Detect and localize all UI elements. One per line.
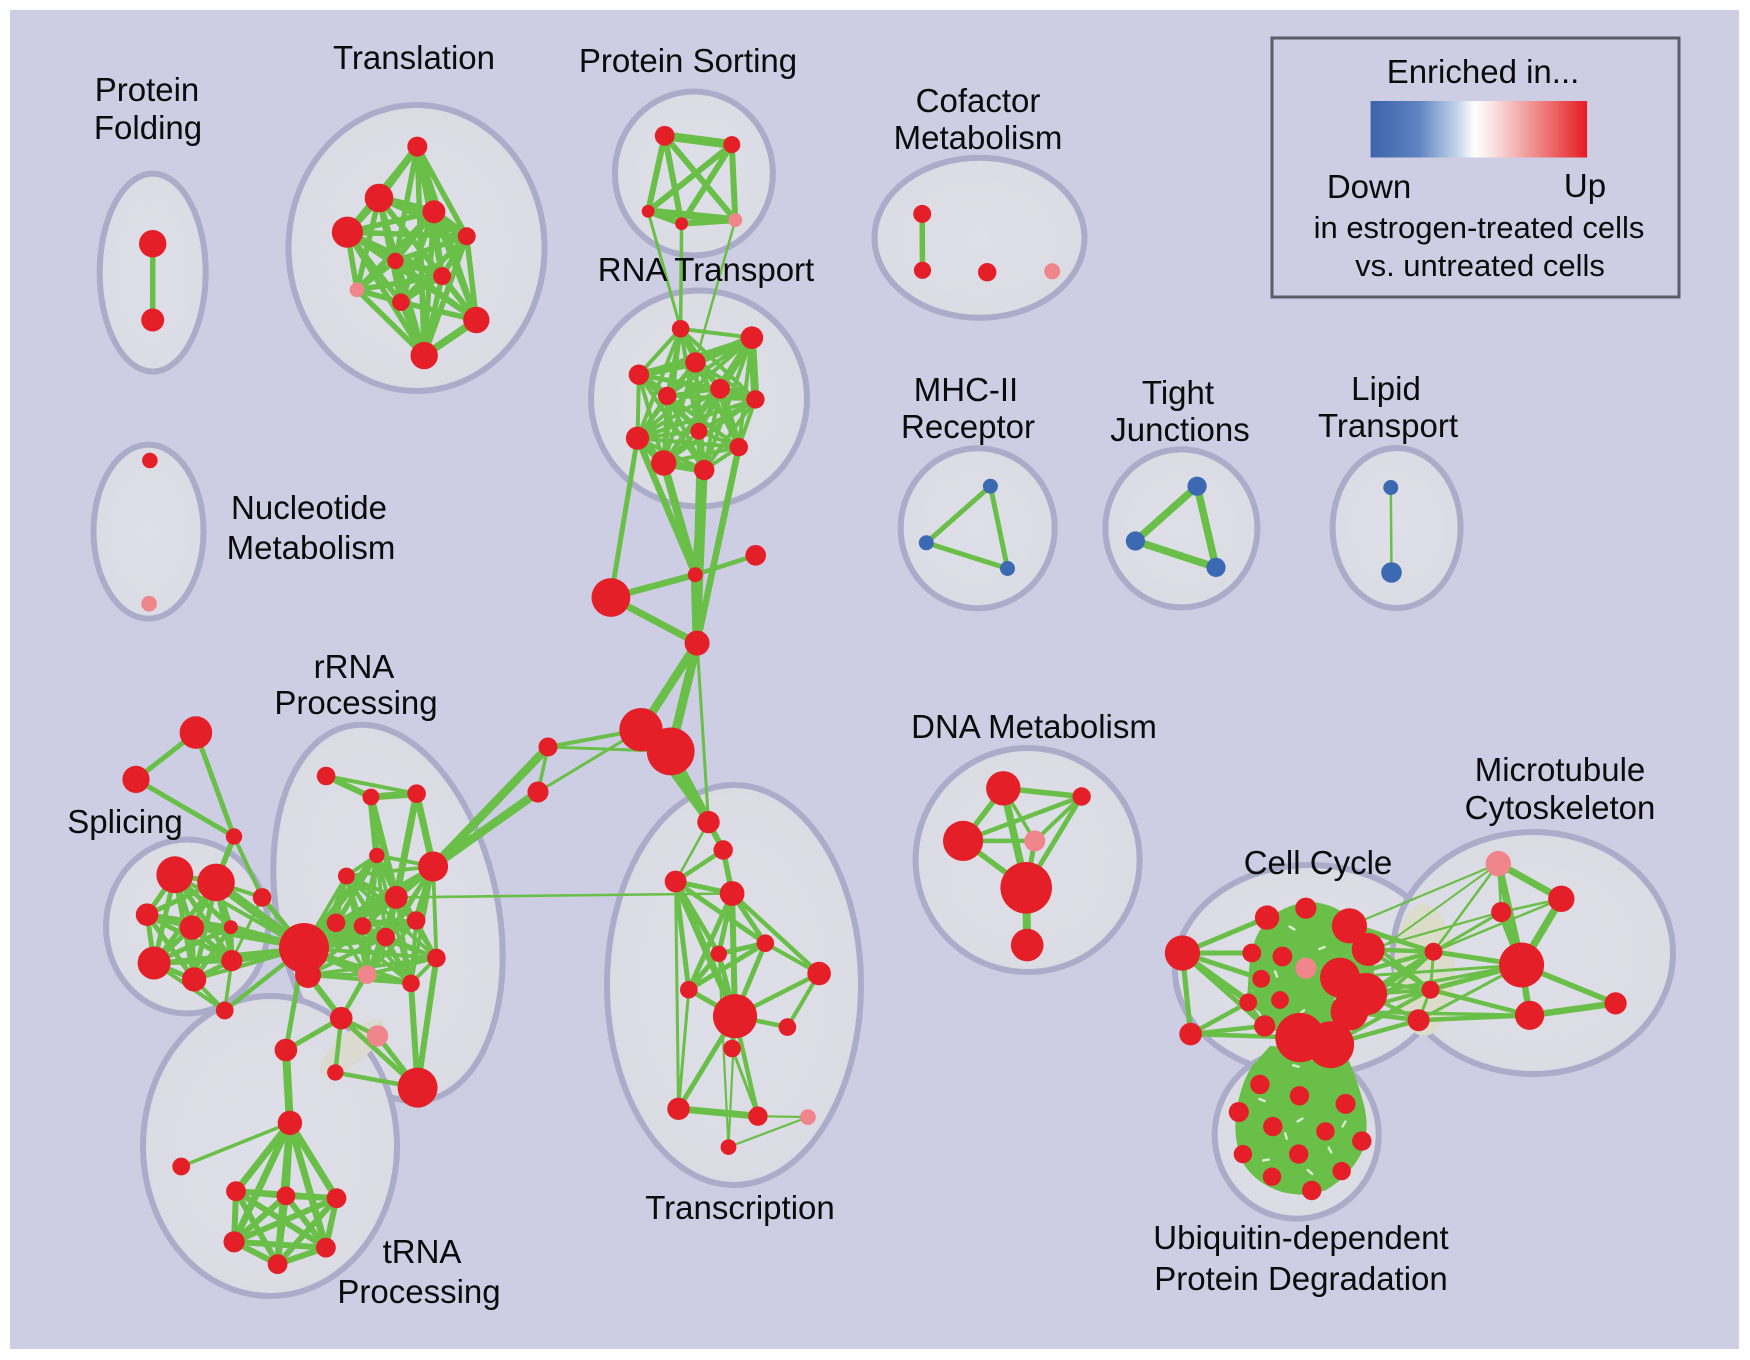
svg-text:Transport: Transport — [1318, 407, 1458, 444]
svg-text:Tight: Tight — [1142, 374, 1214, 411]
svg-text:Receptor: Receptor — [901, 408, 1035, 445]
svg-text:vs. untreated cells: vs. untreated cells — [1355, 248, 1605, 283]
svg-text:rRNA: rRNA — [314, 648, 395, 685]
svg-text:Protein Sorting: Protein Sorting — [579, 42, 797, 79]
svg-text:RNA Transport: RNA Transport — [598, 251, 814, 288]
svg-text:Folding: Folding — [94, 109, 202, 146]
svg-text:Protein: Protein — [95, 71, 200, 108]
svg-text:Nucleotide: Nucleotide — [231, 489, 387, 526]
svg-text:Up: Up — [1564, 167, 1606, 204]
svg-text:Lipid: Lipid — [1351, 370, 1421, 407]
svg-text:Cell Cycle: Cell Cycle — [1244, 844, 1393, 881]
svg-text:Transcription: Transcription — [645, 1189, 835, 1226]
svg-text:tRNA: tRNA — [383, 1233, 462, 1270]
svg-text:Metabolism: Metabolism — [894, 119, 1063, 156]
svg-text:Splicing: Splicing — [67, 803, 183, 840]
svg-text:Ubiquitin-dependent: Ubiquitin-dependent — [1153, 1219, 1448, 1256]
svg-text:Metabolism: Metabolism — [227, 529, 396, 566]
svg-text:Protein Degradation: Protein Degradation — [1154, 1260, 1448, 1297]
svg-text:Junctions: Junctions — [1110, 411, 1249, 448]
svg-text:Microtubule: Microtubule — [1475, 751, 1646, 788]
svg-text:Translation: Translation — [333, 39, 495, 76]
svg-text:Down: Down — [1327, 168, 1411, 205]
svg-text:Cytoskeleton: Cytoskeleton — [1465, 789, 1656, 826]
svg-text:Processing: Processing — [337, 1273, 500, 1310]
svg-text:Enriched in...: Enriched in... — [1387, 53, 1580, 90]
svg-text:Cofactor: Cofactor — [916, 82, 1041, 119]
svg-text:MHC-II: MHC-II — [914, 371, 1018, 408]
svg-text:DNA Metabolism: DNA Metabolism — [911, 708, 1157, 745]
svg-text:Processing: Processing — [274, 684, 437, 721]
svg-text:in estrogen-treated cells: in estrogen-treated cells — [1314, 210, 1645, 245]
